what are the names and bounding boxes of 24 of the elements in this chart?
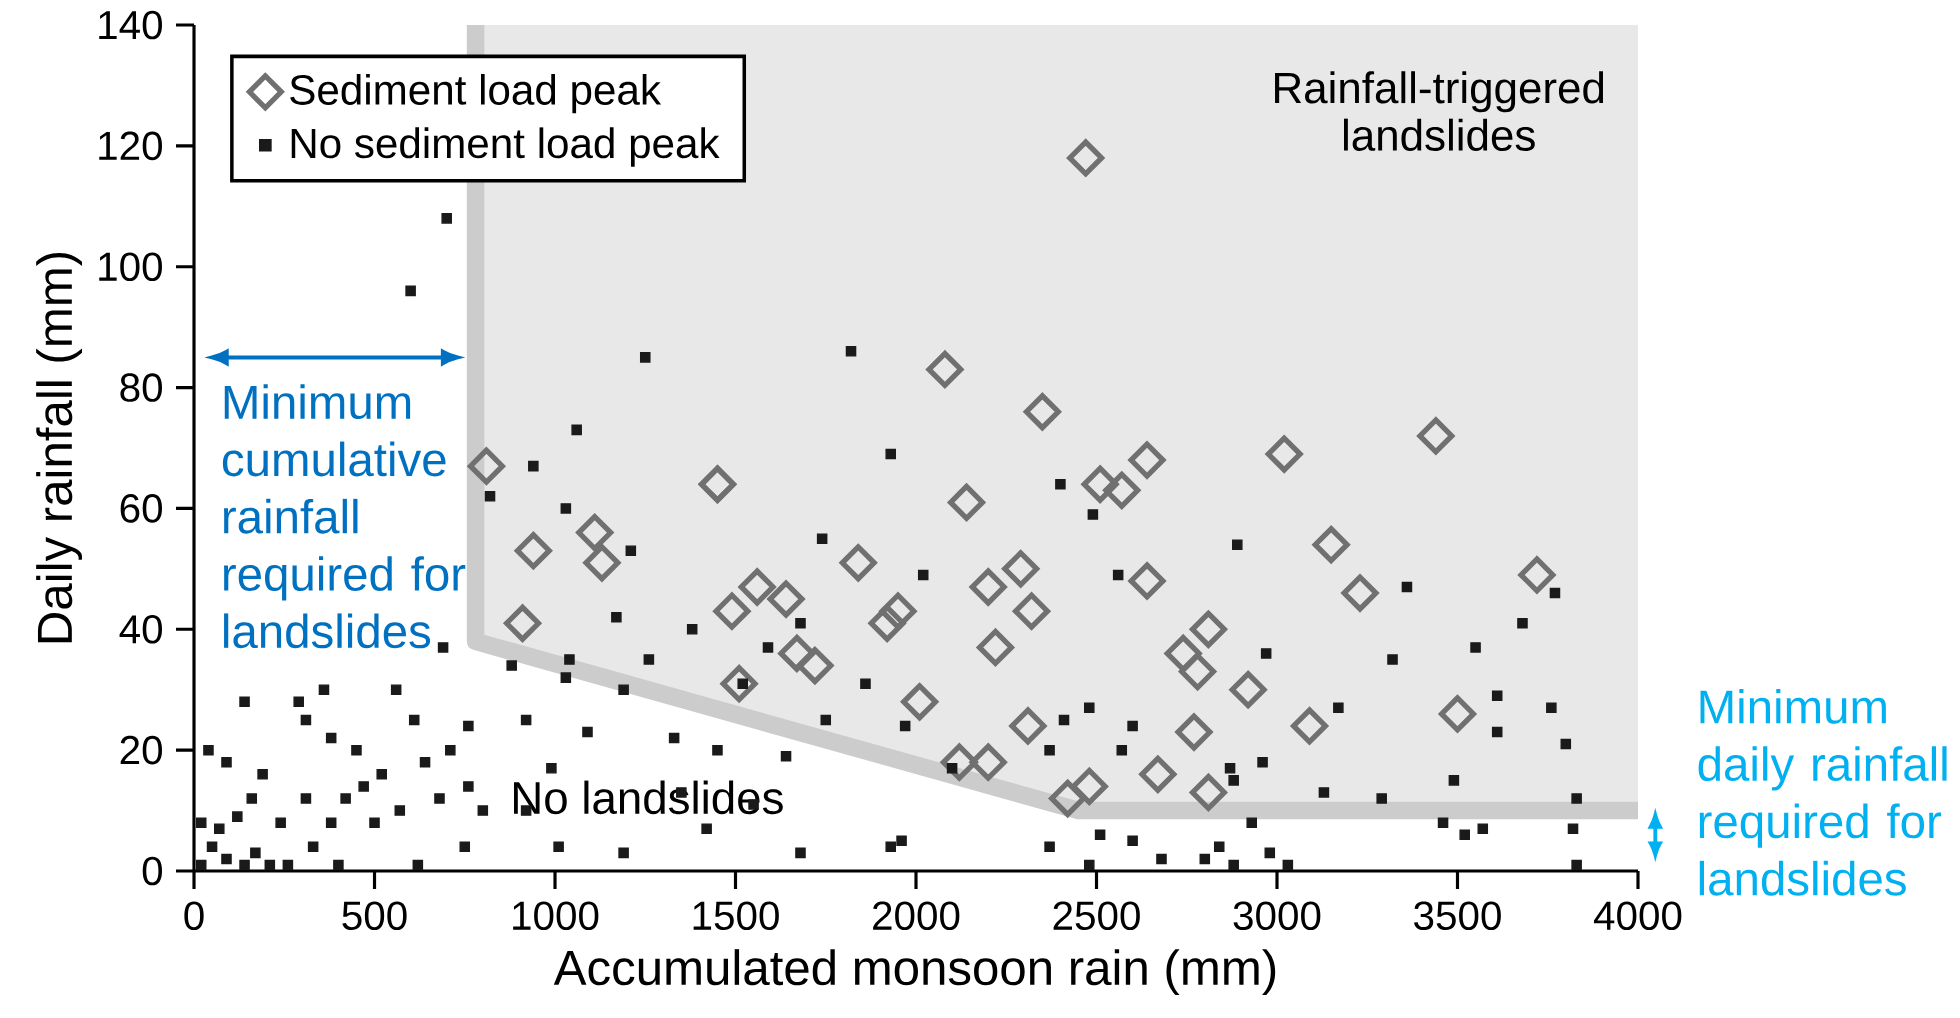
y-tick-label: 80 [120,373,162,402]
y-tick-label: 20 [120,735,162,765]
y-tick-label: 120 [99,131,162,161]
annotation: Minimum cumulative rainfall required for landslides [222,384,466,649]
annotation: Rainfall-triggered landslides [1275,71,1604,151]
y-tick-label: 0 [142,856,162,886]
y-tick-label: 40 [119,614,162,644]
x-axis-title: Accumulated monsoon rain (mm) [553,949,1276,996]
y-tick-label: 140 [99,10,162,40]
legend-label: No sediment load peak [291,127,720,167]
x-tick-label: 0 [184,901,204,931]
x-tick-label: 1000 [513,901,599,931]
legend-label: Sediment load peak [290,73,662,114]
x-tick-label: 3500 [1414,901,1501,931]
x-tick-label: 500 [342,901,407,931]
y-tick-label: 60 [120,494,162,523]
text: Minimum daily rainfall required for landslides [1698,688,1947,896]
x-tick-label: 2500 [1053,901,1140,931]
x-tick-label: 2000 [873,901,960,931]
x-tick-label: 3000 [1233,901,1321,931]
x-tick-label: 4000 [1593,901,1682,931]
y-tick-label: 100 [99,252,162,282]
y-axis-title: Daily rainfall (mm) [36,252,83,643]
x-tick-label: 1500 [693,901,779,931]
